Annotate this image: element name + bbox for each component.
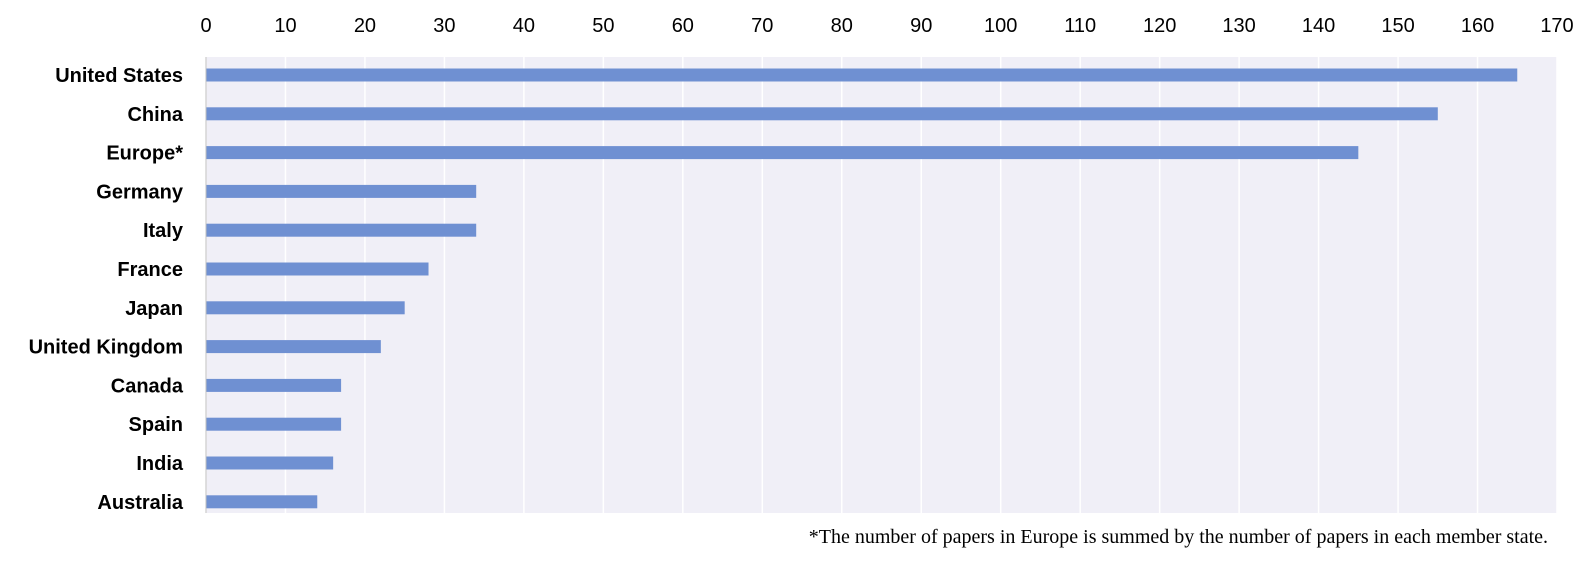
bar-india bbox=[206, 456, 334, 470]
category-labels: United States China Europe* Germany Italy Fra… bbox=[29, 65, 184, 514]
x-tick-label: 170 bbox=[1540, 15, 1573, 37]
category-label: Europe* bbox=[106, 143, 183, 165]
x-tick-label: 150 bbox=[1381, 15, 1414, 37]
category-label: Germany bbox=[96, 181, 184, 203]
x-tick-label: 60 bbox=[672, 15, 694, 37]
x-tick-label: 10 bbox=[274, 15, 296, 37]
x-tick-label: 20 bbox=[354, 15, 376, 37]
x-tick-label: 70 bbox=[751, 15, 773, 37]
category-label: China bbox=[127, 104, 183, 126]
bar-italy bbox=[206, 223, 477, 237]
bar-united-states bbox=[206, 68, 1518, 82]
bar-canada bbox=[206, 378, 342, 392]
bar-germany bbox=[206, 184, 477, 198]
x-tick-label: 160 bbox=[1461, 15, 1494, 37]
x-tick-label: 30 bbox=[433, 15, 455, 37]
x-tick-label: 0 bbox=[200, 15, 211, 37]
bar-spain bbox=[206, 417, 342, 431]
x-axis-ticks: 0 10 20 30 40 50 60 70 80 90 100 110 120 130 140 150 160… bbox=[200, 15, 1573, 37]
bar-united-kingdom bbox=[206, 340, 381, 354]
bar-china bbox=[206, 107, 1438, 121]
bar-europe bbox=[206, 146, 1359, 160]
footnote: *The number of papers in Europe is summe… bbox=[809, 526, 1548, 548]
category-label: India bbox=[136, 453, 184, 475]
gridlines bbox=[205, 57, 1558, 513]
x-tick-label: 40 bbox=[513, 15, 535, 37]
bar-france bbox=[206, 262, 429, 276]
plot-area bbox=[206, 57, 1557, 513]
x-tick-label: 110 bbox=[1064, 15, 1096, 37]
category-label: United Kingdom bbox=[29, 337, 183, 359]
x-tick-label: 50 bbox=[592, 15, 614, 37]
category-label: Canada bbox=[111, 375, 184, 397]
category-label: Spain bbox=[129, 414, 183, 436]
bar-japan bbox=[206, 301, 405, 315]
x-tick-label: 130 bbox=[1222, 15, 1255, 37]
category-label: Japan bbox=[125, 298, 183, 320]
x-tick-label: 120 bbox=[1143, 15, 1176, 37]
category-label: France bbox=[117, 259, 183, 281]
x-tick-label: 100 bbox=[984, 15, 1017, 37]
category-label: Australia bbox=[97, 492, 183, 514]
x-tick-label: 90 bbox=[910, 15, 932, 37]
bar-australia bbox=[206, 495, 318, 509]
x-tick-label: 80 bbox=[831, 15, 853, 37]
category-label: United States bbox=[55, 65, 183, 87]
x-tick-label: 140 bbox=[1302, 15, 1335, 37]
bars bbox=[206, 68, 1518, 509]
category-label: Italy bbox=[143, 220, 184, 242]
